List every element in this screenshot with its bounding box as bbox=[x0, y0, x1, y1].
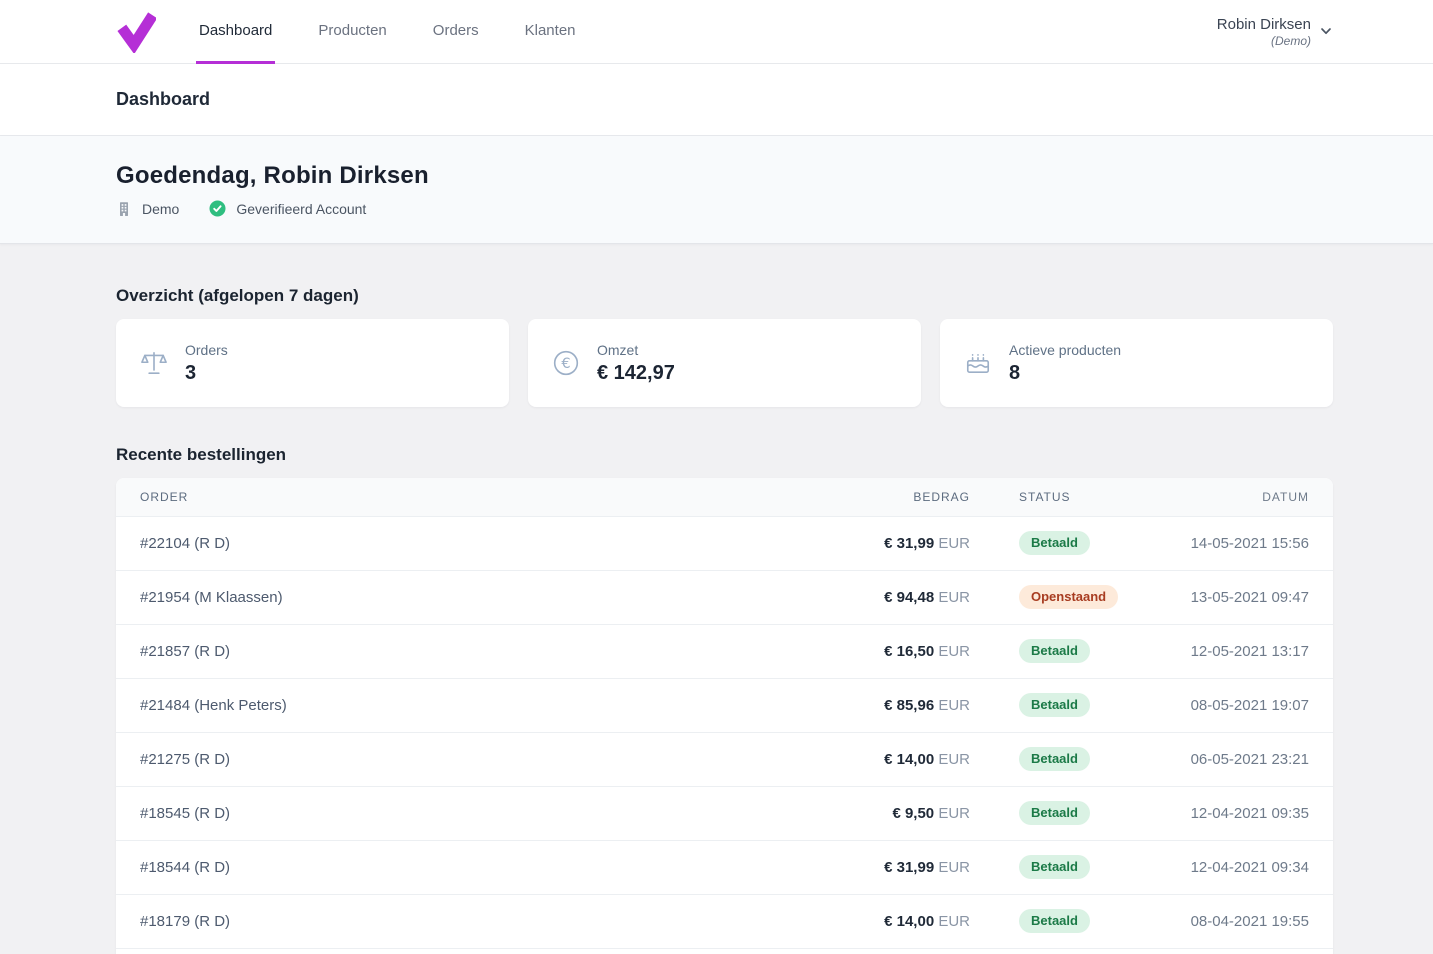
order-link[interactable]: #18545 (R D) bbox=[140, 804, 231, 822]
status-badge: Betaald bbox=[1019, 531, 1090, 555]
table-row: #21484 (Henk Peters) € 85,96 EUR Betaald 08… bbox=[116, 677, 1333, 732]
order-date: 12-05-2021 13:17 bbox=[1148, 623, 1333, 678]
stat-value: € 142,97 bbox=[597, 361, 675, 384]
order-date: 14-05-2021 15:56 bbox=[1148, 515, 1333, 570]
greeting-section: Goedendag, Robin Dirksen Demo bbox=[0, 136, 1433, 244]
euro-circle-icon: € bbox=[552, 349, 580, 377]
column-header-status: Status bbox=[1003, 478, 1148, 516]
cake-icon bbox=[964, 349, 992, 377]
main-content: Overzicht (afgelopen 7 dagen) Orders 3 bbox=[0, 244, 1433, 954]
table-row: #21857 (R D) € 16,50 EUR Betaald 12-05-2021… bbox=[116, 623, 1333, 678]
page-title: Dashboard bbox=[116, 89, 211, 109]
nav-item-producten[interactable]: Producten bbox=[318, 22, 387, 39]
order-amount: € 94,48 EUR bbox=[803, 569, 1003, 624]
building-icon bbox=[116, 201, 132, 217]
status-badge: Betaald bbox=[1019, 693, 1090, 717]
status-badge: Betaald bbox=[1019, 909, 1090, 933]
stat-value: 8 bbox=[1009, 361, 1021, 384]
overview-cards: Orders 3 € Omzet € 142,97 bbox=[116, 319, 1333, 407]
order-date: 12-04-2021 09:35 bbox=[1148, 785, 1333, 840]
order-link[interactable]: #18544 (R D) bbox=[140, 858, 231, 876]
order-amount: € 85,96 EUR bbox=[803, 677, 1003, 732]
table-header-row: Order Bedrag Status Datum bbox=[116, 478, 1333, 516]
order-amount: € 9,50 EUR bbox=[803, 785, 1003, 840]
scale-icon bbox=[140, 349, 168, 377]
order-amount: € 31,99 EUR bbox=[803, 515, 1003, 570]
table-row: #22104 (R D) € 31,99 EUR Betaald 14-05-2021… bbox=[116, 515, 1333, 570]
nav-item-orders[interactable]: Orders bbox=[432, 22, 479, 39]
main-nav: Dashboard Producten Orders Klanten bbox=[196, 0, 579, 64]
recent-orders-table: Order Bedrag Status Datum #22104 (R D) € … bbox=[116, 478, 1333, 954]
order-date: 12-04-2021 09:34 bbox=[1148, 839, 1333, 894]
nav-item-klanten[interactable]: Klanten bbox=[524, 22, 576, 39]
page-title-bar: Dashboard bbox=[0, 64, 1433, 136]
status-badge: Betaald bbox=[1019, 855, 1090, 879]
order-date: 08-04-2021 19:55 bbox=[1148, 893, 1333, 949]
stat-card-omzet: € Omzet € 142,97 bbox=[528, 319, 921, 407]
column-header-bedrag: Bedrag bbox=[803, 478, 1003, 516]
order-date: 06-05-2021 23:21 bbox=[1148, 731, 1333, 786]
user-menu[interactable]: Robin Dirksen (Demo) bbox=[1217, 0, 1333, 63]
stat-card-orders: Orders 3 bbox=[116, 319, 509, 407]
account-type: Demo bbox=[116, 201, 179, 217]
chevron-down-icon bbox=[1319, 24, 1333, 43]
check-circle-icon bbox=[209, 200, 226, 217]
user-info: Robin Dirksen (Demo) bbox=[1217, 15, 1311, 49]
user-name: Robin Dirksen bbox=[1216, 15, 1311, 33]
table-row: #18179 (R D) € 14,00 EUR Betaald 08-04-2021… bbox=[116, 893, 1333, 949]
order-amount: € 14,00 EUR bbox=[803, 731, 1003, 786]
column-header-order: Order bbox=[116, 478, 803, 516]
table-row: #18545 (R D) € 9,50 EUR Betaald 12-04-2021 … bbox=[116, 785, 1333, 840]
stat-label: Omzet bbox=[597, 341, 639, 358]
overview-heading: Overzicht (afgelopen 7 dagen) bbox=[116, 286, 359, 305]
status-badge: Betaald bbox=[1019, 801, 1090, 825]
stat-label: Actieve producten bbox=[1009, 341, 1122, 358]
nav-item-dashboard[interactable]: Dashboard bbox=[196, 0, 276, 64]
status-badge: Openstaand bbox=[1019, 585, 1119, 609]
svg-text:€: € bbox=[561, 356, 570, 372]
verified-account: Geverifieerd Account bbox=[209, 200, 366, 217]
account-type-label: Demo bbox=[142, 200, 180, 217]
order-amount: € 31,99 EUR bbox=[803, 839, 1003, 894]
table-row: #18544 (R D) € 31,99 EUR Betaald 12-04-2021… bbox=[116, 839, 1333, 894]
order-link[interactable]: #21954 (M Klaassen) bbox=[140, 588, 283, 606]
greeting-title: Goedendag, Robin Dirksen bbox=[116, 162, 429, 189]
order-link[interactable]: #21484 (Henk Peters) bbox=[140, 696, 287, 714]
order-link[interactable]: #18179 (R D) bbox=[140, 912, 231, 930]
status-badge: Betaald bbox=[1019, 747, 1090, 771]
stat-card-actieve-producten: Actieve producten 8 bbox=[940, 319, 1333, 407]
order-amount: € 14,00 EUR bbox=[803, 893, 1003, 949]
top-navbar: Dashboard Producten Orders Klanten Robin… bbox=[0, 0, 1433, 64]
brand-logo[interactable] bbox=[116, 0, 156, 63]
order-date: 13-05-2021 09:47 bbox=[1148, 569, 1333, 624]
table-row: #21275 (R D) € 14,00 EUR Betaald 06-05-2021… bbox=[116, 731, 1333, 786]
recent-orders-heading: Recente bestellingen bbox=[116, 445, 287, 464]
order-link[interactable]: #21857 (R D) bbox=[140, 642, 231, 660]
status-badge: Betaald bbox=[1019, 639, 1090, 663]
stat-value: 3 bbox=[185, 361, 197, 384]
table-row: #21954 (M Klaassen) € 94,48 EUR Openstaand… bbox=[116, 569, 1333, 624]
stat-label: Orders bbox=[185, 341, 228, 358]
order-link[interactable]: #22104 (R D) bbox=[140, 534, 231, 552]
orders-table-body: #22104 (R D) € 31,99 EUR Betaald 14-05-2021… bbox=[116, 515, 1333, 949]
brand-v-icon bbox=[116, 11, 156, 53]
column-header-datum: Datum bbox=[1148, 478, 1333, 516]
greeting-meta: Demo Geverifieerd Account bbox=[116, 200, 1333, 217]
verified-account-label: Geverifieerd Account bbox=[236, 200, 367, 217]
order-link[interactable]: #21275 (R D) bbox=[140, 750, 231, 768]
user-subtitle: (Demo) bbox=[1270, 33, 1311, 48]
order-date: 08-05-2021 19:07 bbox=[1148, 677, 1333, 732]
order-amount: € 16,50 EUR bbox=[803, 623, 1003, 678]
